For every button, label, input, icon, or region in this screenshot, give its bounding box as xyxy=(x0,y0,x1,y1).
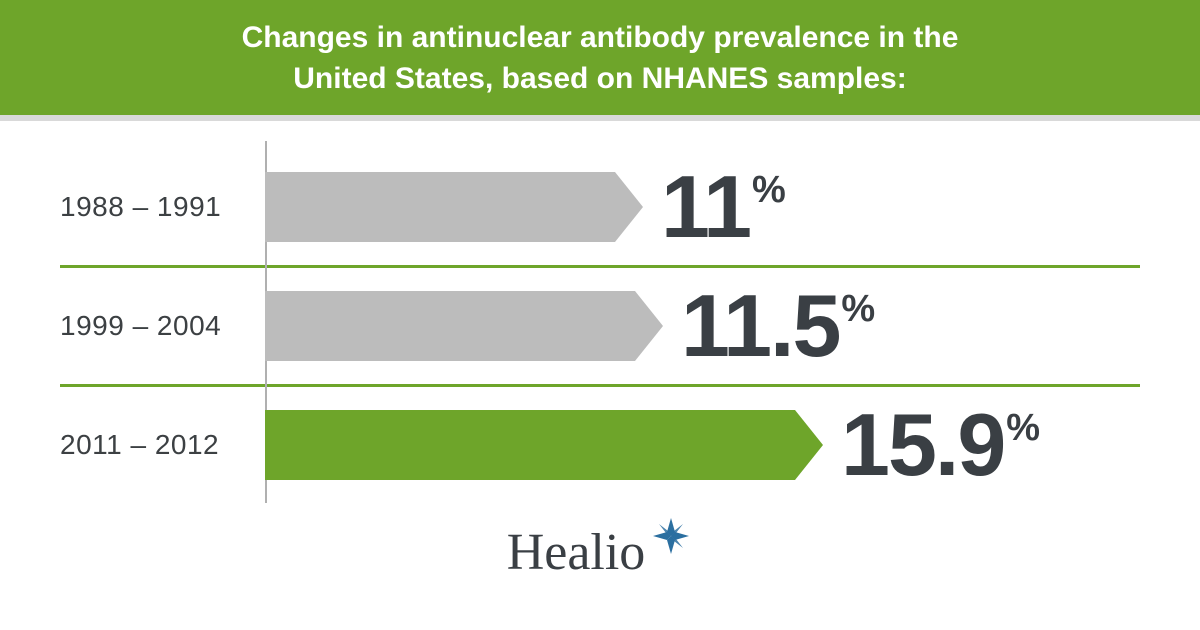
bar-arrow xyxy=(265,291,663,361)
value-number: 15.9 xyxy=(841,401,1004,489)
chart-area: 1988 – 199111%1999 – 200411.5%2011 – 201… xyxy=(0,121,1200,513)
bar-arrow xyxy=(265,172,643,242)
logo-star-icon xyxy=(649,512,693,571)
value-label: 15.9% xyxy=(841,401,1040,489)
value-label: 11.5% xyxy=(681,282,875,370)
logo-text: Healio xyxy=(507,523,646,582)
value-number: 11.5 xyxy=(681,282,839,370)
chart-row: 2011 – 2012 15.9% xyxy=(60,387,1140,503)
value-label: 11% xyxy=(661,163,786,251)
header-title-line2: United States, based on NHANES samples: xyxy=(40,59,1160,100)
period-label: 2011 – 2012 xyxy=(60,429,265,461)
percent-symbol: % xyxy=(752,169,786,212)
percent-symbol: % xyxy=(841,288,875,331)
header-title-line1: Changes in antinuclear antibody prevalen… xyxy=(40,18,1160,59)
value-number: 11 xyxy=(661,163,750,251)
period-label: 1988 – 1991 xyxy=(60,191,265,223)
chart-row: 1988 – 1991 11% xyxy=(60,149,1140,265)
chart-row: 1999 – 2004 11.5% xyxy=(60,268,1140,384)
logo-row: Healio xyxy=(0,523,1200,582)
header-banner: Changes in antinuclear antibody prevalen… xyxy=(0,0,1200,115)
period-label: 1999 – 2004 xyxy=(60,310,265,342)
bar-arrow xyxy=(265,410,823,480)
percent-symbol: % xyxy=(1006,407,1040,450)
healio-logo: Healio xyxy=(507,523,694,582)
